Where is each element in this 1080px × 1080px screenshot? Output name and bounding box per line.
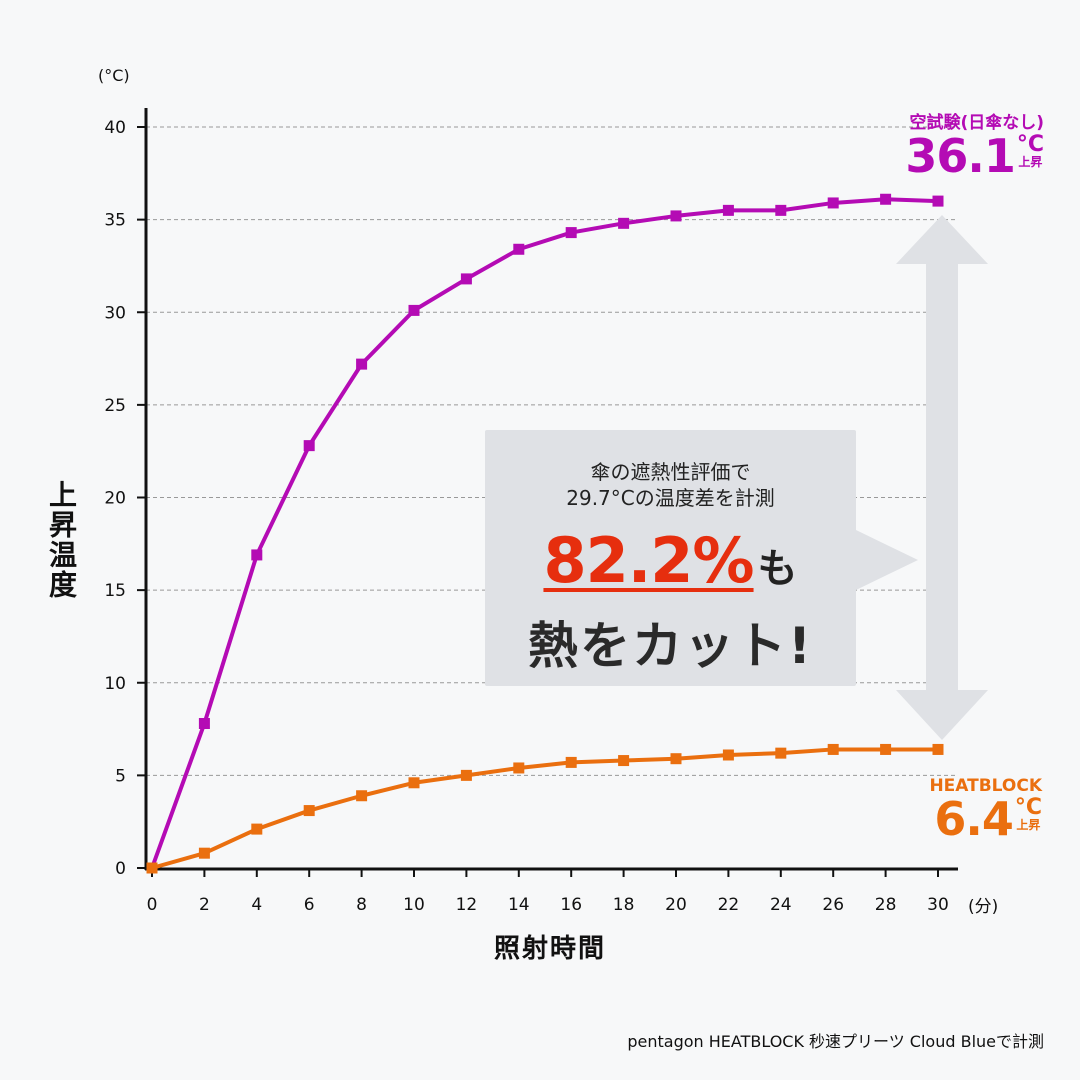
callout-line-2: 29.7°Cの温度差を計測 xyxy=(566,486,775,510)
heatblock-data-point xyxy=(827,743,839,755)
x-tick-label: 4 xyxy=(251,895,262,915)
y-tick-label: 10 xyxy=(104,674,126,694)
control-unit: °C xyxy=(1016,132,1044,157)
heatblock-data-point xyxy=(932,743,944,755)
control-data-point xyxy=(513,243,525,255)
x-tick-label: 30 xyxy=(927,895,949,915)
x-axis-label: 照射時間 xyxy=(493,934,606,964)
control-data-point xyxy=(880,193,892,205)
y-axis-label: 上昇温度 xyxy=(45,480,78,600)
heatblock-series-line xyxy=(151,747,938,870)
control-data-point xyxy=(198,718,210,730)
x-tick-label: 22 xyxy=(718,895,740,915)
x-axis-unit: (分) xyxy=(968,897,999,917)
x-tick-label: 16 xyxy=(560,895,582,915)
heatblock-data-point xyxy=(303,805,315,817)
callout-percent: 82.2% xyxy=(543,524,754,597)
heatblock-data-point xyxy=(880,743,892,755)
control-series-annotation: 空試験(日傘なし) 36.1 °C 上昇 xyxy=(905,108,1044,179)
y-tick-label: 35 xyxy=(104,211,126,231)
control-rise-label: 上昇 xyxy=(1018,155,1043,170)
control-data-point xyxy=(827,197,839,209)
control-data-point xyxy=(251,549,263,561)
control-data-point xyxy=(565,227,577,239)
callout-percent-row: 82.2% も xyxy=(485,524,856,597)
control-data-point xyxy=(356,358,368,370)
x-tick-label: 6 xyxy=(304,895,315,915)
callout-line-1: 傘の遮熱性評価で xyxy=(590,460,751,484)
callout-headline: 熱をカット! xyxy=(528,617,813,675)
y-tick-label: 25 xyxy=(104,396,126,416)
control-data-point xyxy=(775,204,787,216)
y-tick-label: 15 xyxy=(104,581,126,601)
callout-box: 傘の遮熱性評価で 29.7°Cの温度差を計測 82.2% も 熱をカット! xyxy=(485,430,856,686)
x-tick-label: 8 xyxy=(356,895,367,915)
y-tick-label: 20 xyxy=(104,489,126,509)
x-tick-label: 28 xyxy=(875,895,897,915)
control-data-point xyxy=(303,440,315,452)
heatblock-data-point xyxy=(565,756,577,768)
control-series-line xyxy=(150,197,939,869)
difference-arrow xyxy=(896,215,988,740)
y-tick-label: 5 xyxy=(115,766,126,786)
control-rise-value: 36.1 xyxy=(905,129,1015,183)
control-data-point xyxy=(670,210,682,222)
callout-percent-suffix: も xyxy=(757,546,798,592)
y-tick-label: 0 xyxy=(115,859,126,879)
x-tick-label: 24 xyxy=(770,895,792,915)
heatblock-data-point xyxy=(146,862,158,874)
footnote: pentagon HEATBLOCK 秒速プリーツ Cloud Blueで計測 xyxy=(627,1032,1044,1051)
callout-pointer xyxy=(856,530,918,590)
heatblock-series-annotation: HEATBLOCK 6.4 °C 上昇 xyxy=(929,776,1042,842)
heatblock-data-point xyxy=(460,769,472,781)
heatblock-data-point xyxy=(722,749,734,761)
x-tick-label: 12 xyxy=(456,895,478,915)
y-axis-unit: (°C) xyxy=(98,66,130,85)
x-tick-label: 26 xyxy=(822,895,844,915)
x-tick-label: 18 xyxy=(613,895,635,915)
heatblock-series-name: HEATBLOCK xyxy=(929,776,1042,796)
heatblock-data-point xyxy=(670,753,682,765)
x-tick-label: 0 xyxy=(147,895,158,915)
heatblock-rise-label: 上昇 xyxy=(1016,818,1041,833)
heatblock-unit: °C xyxy=(1014,795,1042,820)
heatblock-data-point xyxy=(251,823,263,835)
y-tick-label: 40 xyxy=(104,118,126,138)
heatblock-rise-value: 6.4 xyxy=(934,792,1013,846)
control-data-point xyxy=(722,204,734,216)
control-data-point xyxy=(618,217,630,229)
x-tick-label: 20 xyxy=(665,895,687,915)
heatblock-data-point xyxy=(198,847,210,859)
heatblock-data-point xyxy=(618,755,630,767)
x-tick-label: 10 xyxy=(403,895,425,915)
heatblock-data-point xyxy=(408,777,420,789)
y-tick-label: 30 xyxy=(104,303,126,323)
control-data-point xyxy=(408,304,420,316)
control-data-point xyxy=(932,195,944,207)
x-tick-label: 14 xyxy=(508,895,530,915)
heatblock-data-point xyxy=(775,747,787,759)
control-data-point xyxy=(460,273,472,285)
heatblock-data-point xyxy=(356,790,368,802)
heatblock-data-point xyxy=(513,762,525,774)
x-tick-label: 2 xyxy=(199,895,210,915)
control-series-name: 空試験(日傘なし) xyxy=(909,113,1044,133)
